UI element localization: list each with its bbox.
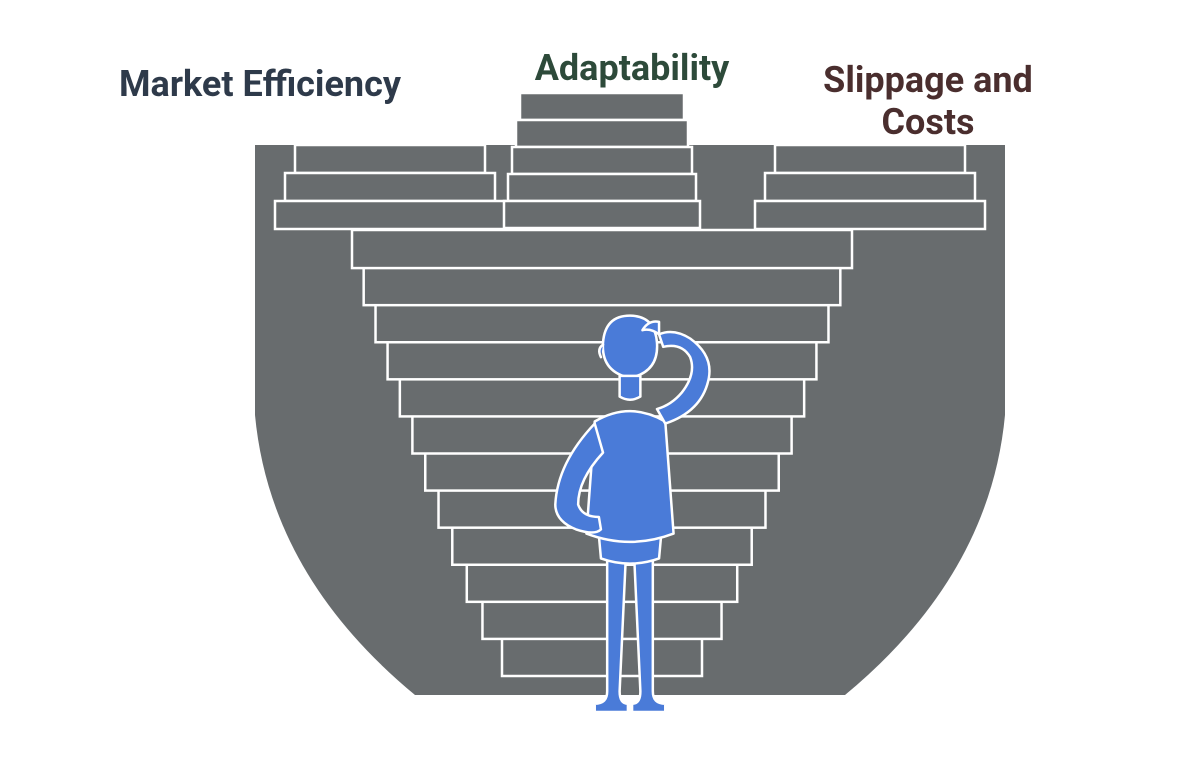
person-thinking-icon <box>0 0 1204 757</box>
infographic-stage: Market Efficiency Adaptability Slippage … <box>0 0 1204 757</box>
